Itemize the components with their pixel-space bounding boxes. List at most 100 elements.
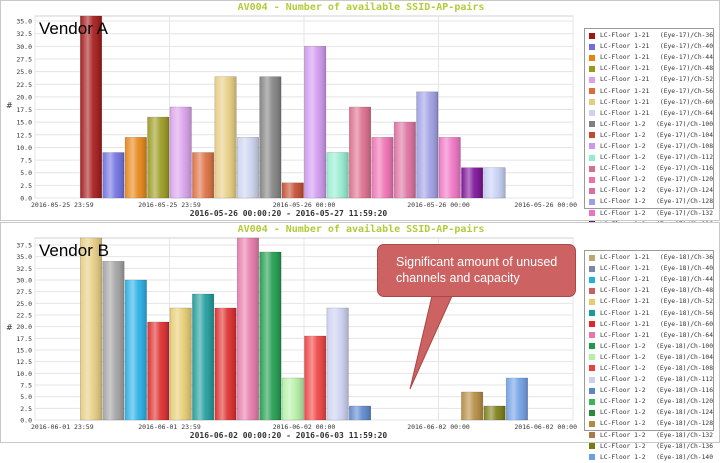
bar-highlight [259, 252, 282, 420]
y-tick-label: 12.5 [16, 358, 32, 366]
legend-channel: (Eye-17)/Ch-104 [656, 131, 713, 139]
bar-highlight [102, 261, 125, 420]
legend-channel: (Eye-17)/Ch-48 [659, 65, 713, 73]
legend-swatch [589, 376, 595, 383]
legend-channel: (Eye-18)/Ch-60 [659, 320, 713, 328]
legend-swatch [589, 398, 595, 405]
legend-item: LC-Floor 1-2100- (Eye-17)/Ch-128 [585, 196, 713, 207]
y-tick-label: 12.5 [16, 131, 32, 139]
bar-highlight [371, 137, 394, 198]
bar [80, 15, 103, 199]
legend-swatch [589, 420, 595, 427]
legend-label: LC-Floor 1-2100 [600, 265, 649, 273]
legend-channel: (Eye-18)/Ch-120 [656, 398, 713, 406]
legend-channel: (Eye-17)/Ch-112 [656, 154, 713, 162]
legend-label: LC-Floor 1-2100- [600, 120, 646, 128]
legend-channel: (Eye-17)/Ch-40 [659, 43, 713, 51]
legend-channel: (Eye-17)/Ch-52 [659, 76, 713, 84]
legend-swatch [589, 143, 595, 150]
bar-highlight [326, 152, 349, 198]
legend-item: LC-Floor 1-2100- (Eye-17)/Ch-112 [585, 152, 713, 163]
legend-label: LC-Floor 1-2100- [600, 98, 649, 106]
legend-swatch [589, 121, 595, 128]
legend-label: LC-Floor 1-2100- [600, 176, 646, 184]
legend-label: LC-Floor 1-2100 [600, 331, 649, 339]
legend-label: LC-Floor 1-2100 [600, 342, 646, 350]
legend-label: LC-Floor 1-2100 [600, 387, 646, 395]
legend-swatch [589, 332, 595, 339]
legend-channel: (Eye-18)/Ch-48 [659, 287, 713, 295]
bar [259, 76, 282, 199]
legend-channel: (Eye-18)/Ch-116 [656, 387, 713, 395]
legend-item: LC-Floor 1-2100- (Eye-17)/Ch-56 [585, 85, 713, 96]
legend-channel: (Eye-18)/Ch-136 [656, 442, 713, 450]
time-range-label: 2016-05-26 00:00:20 - 2016-05-27 11:59:2… [189, 209, 388, 218]
bar-highlight [282, 182, 304, 198]
bar-highlight [192, 152, 214, 198]
legend-label: LC-Floor 1-2100- [600, 131, 646, 139]
bar-highlight [125, 137, 147, 198]
chart-title: AV004 - Number of available SSID-AP-pair… [237, 2, 485, 13]
legend-channel: (Eye-18)/Ch-112 [656, 376, 713, 384]
legend-swatch [589, 287, 595, 294]
vendor-label: Vendor A [39, 19, 109, 38]
legend-label: LC-Floor 1-2100- [600, 76, 649, 84]
bar [124, 137, 147, 199]
legend-item: LC-Floor 1-2100- (Eye-17)/Ch-60 [585, 97, 713, 108]
legend-swatch [589, 343, 595, 350]
bar [214, 76, 237, 199]
legend-swatch [589, 310, 595, 317]
legend-swatch [589, 88, 595, 95]
legend-item: LC-Floor 1-2100- (Eye-17)/Ch-36 [585, 30, 713, 41]
bar [393, 121, 416, 199]
bar [102, 152, 125, 199]
bar-highlight [439, 137, 461, 198]
y-tick-label: 15.0 [16, 347, 32, 355]
bar-highlight [147, 322, 169, 420]
legend-swatch [589, 254, 595, 261]
legend-item: LC-Floor 1-2100 (Eye-18)/Ch-112 [585, 374, 713, 385]
bar-highlight [416, 91, 438, 198]
bar-highlight [80, 16, 102, 198]
bar-highlight [125, 280, 147, 420]
legend-item: LC-Floor 1-2100 (Eye-18)/Ch-40 [585, 263, 713, 274]
y-tick-label: 10.0 [16, 370, 32, 378]
x-tick-label: 2016-06-02 00:00 [407, 423, 470, 431]
legend-item: LC-Floor 1-2100- (Eye-17)/Ch-132 [585, 208, 713, 219]
x-tick-label: 2016-05-25 23:59 [31, 201, 94, 209]
y-tick-label: 25.0 [16, 300, 32, 308]
bar [169, 106, 192, 199]
legend-label: LC-Floor 1-2100 [600, 254, 649, 262]
bar-highlight [170, 308, 192, 420]
legend-channel: (Eye-18)/Ch-124 [656, 409, 713, 417]
legend-channel: (Eye-18)/Ch-100 [656, 342, 713, 350]
bar-highlight [483, 167, 506, 198]
x-tick-label: 2016-05-26 00:00 [407, 201, 470, 209]
y-tick-label: 30.0 [16, 43, 32, 51]
legend-label: LC-Floor 1-2100 [600, 453, 646, 461]
legend-label: LC-Floor 1-2100 [600, 409, 646, 417]
legend-channel: (Eye-17)/Ch-60 [659, 98, 713, 106]
y-tick-label: 7.5 [20, 382, 32, 390]
legend-item: LC-Floor 1-2100 (Eye-18)/Ch-120 [585, 396, 713, 407]
legend-label: LC-Floor 1-2100- [600, 154, 646, 162]
bar-highlight [237, 238, 259, 420]
legend-swatch [589, 198, 595, 205]
y-tick-label: 5.0 [20, 393, 32, 401]
bar [461, 167, 484, 199]
x-tick-label: 2016-06-01 23:59 [31, 423, 94, 431]
legend-item: LC-Floor 1-2100 (Eye-18)/Ch-36 [585, 252, 713, 263]
y-tick-label: 27.5 [16, 288, 32, 296]
x-tick-label: 2016-06-01 23:59 [138, 423, 201, 431]
bar [236, 137, 259, 199]
legend-item: LC-Floor 1-2100 (Eye-18)/Ch-124 [585, 407, 713, 418]
y-tick-label: 5.0 [20, 169, 32, 177]
y-tick-label: 17.5 [16, 335, 32, 343]
x-tick-label: 2016-05-26 00:00 [514, 201, 577, 209]
legend-channel: (Eye-18)/Ch-132 [656, 431, 713, 439]
legend-label: LC-Floor 1-2100- [600, 32, 649, 40]
legend-channel: (Eye-17)/Ch-128 [656, 198, 713, 206]
bar-highlight [506, 378, 528, 420]
legend-channel: (Eye-18)/Ch-56 [659, 309, 713, 317]
legend-channel: (Eye-17)/Ch-100 [656, 120, 713, 128]
